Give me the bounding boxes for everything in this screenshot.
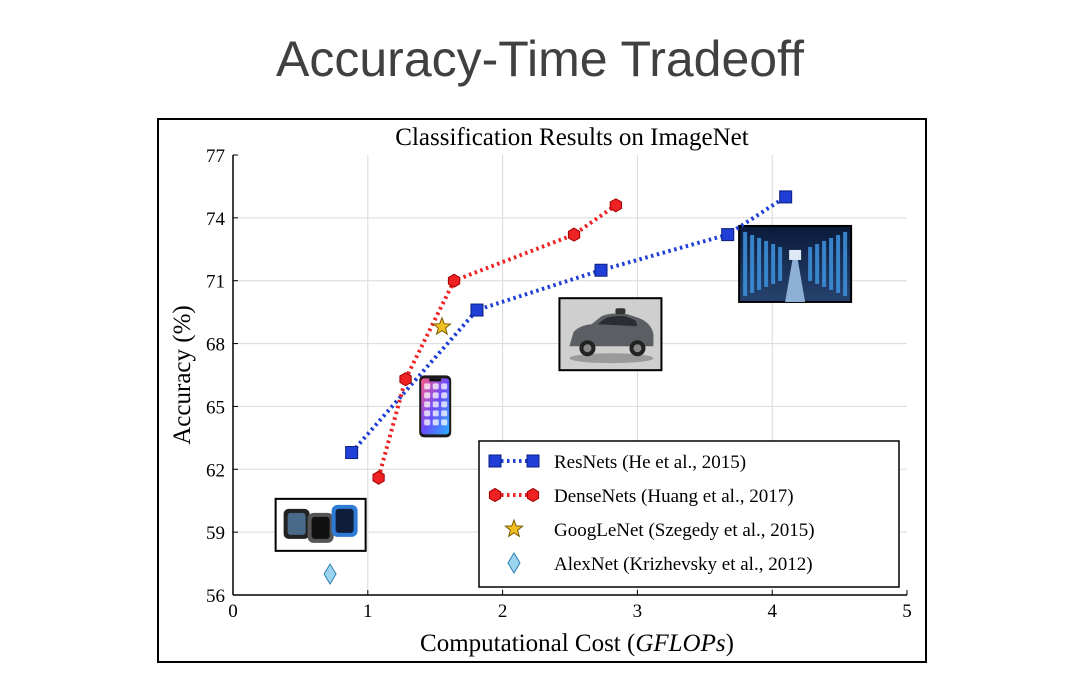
smartphone-icon [419, 375, 452, 438]
x-axis-label-suffix: ) [726, 630, 734, 657]
x-tick-label: 4 [767, 601, 777, 622]
legend-label-densenets: DenseNets (Huang et al., 2017) [554, 486, 794, 507]
legend-marker-densenets [526, 487, 540, 503]
resnets-data-point [345, 446, 359, 460]
chart-title: Classification Results on ImageNet [395, 124, 748, 151]
x-axis-label-unit: GFLOPs [635, 630, 725, 657]
y-tick-label: 59 [206, 523, 225, 544]
legend-marker-resnets [488, 454, 502, 468]
x-axis-label-prefix: Computational Cost ( [420, 630, 635, 657]
y-axis-label: Accuracy (%) [169, 305, 196, 445]
datacenter-icon [738, 224, 853, 303]
smartwatch-icon [274, 497, 367, 552]
legend-marker-resnets [526, 454, 540, 468]
x-tick-label: 5 [902, 601, 912, 622]
legend-label-googlenet: GoogLeNet (Szegedy et al., 2015) [554, 520, 815, 541]
resnets-data-point [721, 228, 735, 242]
x-axis-label: Computational Cost (GFLOPs) [420, 630, 734, 657]
alexnet-data-point [323, 563, 337, 586]
y-tick-label: 56 [206, 586, 225, 607]
y-tick-label: 62 [206, 460, 225, 481]
y-tick-label: 68 [206, 335, 225, 356]
densenets-data-point [399, 372, 412, 387]
legend-label-resnets: ResNets (He et al., 2015) [554, 452, 746, 473]
densenets-data-point [609, 198, 622, 213]
x-tick-label: 2 [498, 601, 508, 622]
self-driving-car-icon [558, 297, 663, 372]
legend-marker-alexnet [507, 552, 521, 574]
googlenet-data-point [432, 316, 452, 336]
accuracy-cost-chart: Classification Results on ImageNet 0 1 2 3 4… [169, 124, 912, 657]
resnets-data-point [779, 190, 793, 204]
x-tick-label: 0 [228, 601, 238, 622]
densenets-data-point [372, 470, 385, 485]
y-tick-label: 74 [206, 209, 226, 230]
legend-marker-googlenet [504, 518, 524, 538]
x-tick-label: 3 [633, 601, 643, 622]
slide-title: Accuracy-Time Tradeoff [276, 31, 804, 87]
legend-box [478, 440, 900, 588]
resnets-data-point [594, 263, 608, 277]
x-tick-label: 1 [363, 601, 373, 622]
y-tick-label: 65 [206, 397, 225, 418]
densenets-data-point [447, 273, 461, 288]
y-tick-label: 77 [206, 146, 225, 167]
legend-label-alexnet: AlexNet (Krizhevsky et al., 2012) [554, 554, 813, 575]
resnets-data-point [470, 303, 484, 317]
y-tick-label: 71 [206, 272, 225, 293]
densenets-data-point [567, 227, 581, 242]
legend-marker-densenets [488, 487, 502, 503]
